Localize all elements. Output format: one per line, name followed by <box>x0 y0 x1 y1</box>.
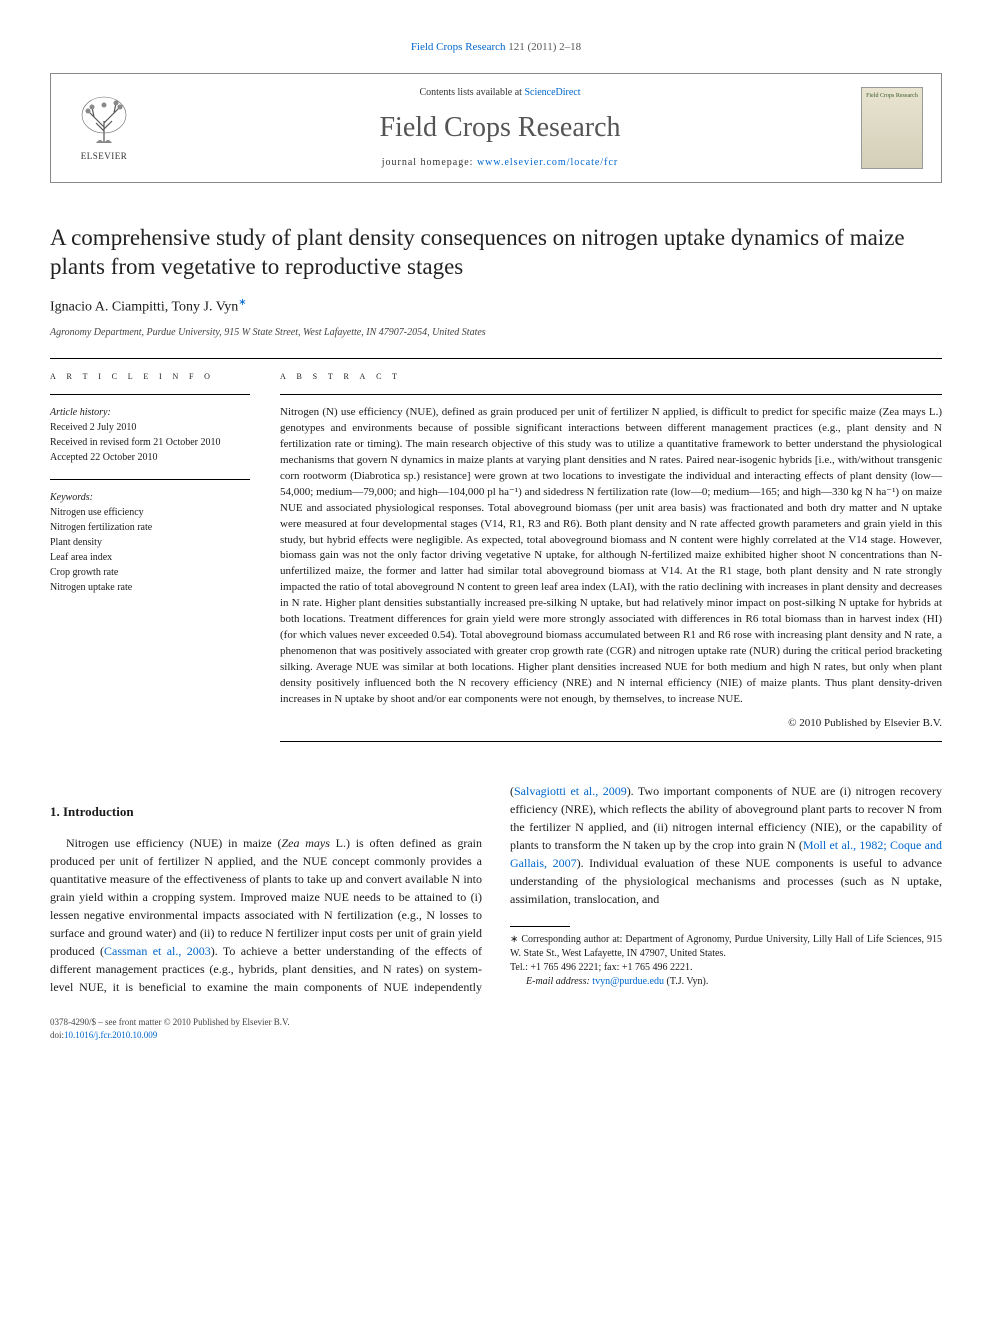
homepage-link[interactable]: www.elsevier.com/locate/fcr <box>477 157 618 168</box>
history-revised: Received in revised form 21 October 2010 <box>50 435 250 450</box>
homepage-prefix: journal homepage: <box>382 157 477 168</box>
homepage-line: journal homepage: www.elsevier.com/locat… <box>139 156 861 170</box>
footnote-block: ∗ Corresponding author at: Department of… <box>510 926 942 989</box>
corresponding-footnote: ∗ Corresponding author at: Department of… <box>510 933 942 989</box>
section-heading-intro: 1. Introduction <box>50 802 482 822</box>
keywords-title: Keywords: <box>50 490 250 505</box>
keywords-block: Keywords: Nitrogen use efficiency Nitrog… <box>50 490 250 595</box>
journal-ref-citation: 121 (2011) 2–18 <box>506 41 582 53</box>
footnote-text-2: Tel.: +1 765 496 2221; fax: +1 765 496 2… <box>510 962 693 973</box>
journal-ref-link[interactable]: Field Crops Research <box>411 41 506 53</box>
history-title: Article history: <box>50 405 250 420</box>
author-1: Ignacio A. Ciampitti, <box>50 300 171 315</box>
footnote-email-link[interactable]: tvyn@purdue.edu <box>592 976 664 987</box>
article-info-column: a r t i c l e i n f o Article history: R… <box>50 369 250 753</box>
p1a: Nitrogen use efficiency (NUE) in maize ( <box>66 836 282 850</box>
article-title: A comprehensive study of plant density c… <box>50 223 942 283</box>
authors: Ignacio A. Ciampitti, Tony J. Vyn∗ <box>50 296 942 317</box>
header-box: ELSEVIER Contents lists available at Sci… <box>50 73 942 182</box>
keyword-6: Nitrogen uptake rate <box>50 580 250 595</box>
keyword-5: Crop growth rate <box>50 565 250 580</box>
affiliation: Agronomy Department, Purdue University, … <box>50 326 942 340</box>
journal-name: Field Crops Research <box>139 108 861 147</box>
ref-cassman-2003[interactable]: Cassman et al., 2003 <box>104 944 211 958</box>
info-divider-1 <box>50 394 250 395</box>
contents-line: Contents lists available at ScienceDirec… <box>139 86 861 100</box>
elsevier-logo: ELSEVIER <box>69 88 139 168</box>
sciencedirect-link[interactable]: ScienceDirect <box>524 87 580 98</box>
abstract-column: a b s t r a c t Nitrogen (N) use efficie… <box>280 369 942 753</box>
copyright: © 2010 Published by Elsevier B.V. <box>280 716 942 731</box>
page-footer: 0378-4290/$ – see front matter © 2010 Pu… <box>50 1016 942 1043</box>
footnote-separator <box>510 926 570 927</box>
contents-prefix: Contents lists available at <box>419 87 524 98</box>
keyword-2: Nitrogen fertilization rate <box>50 520 250 535</box>
p1c: L.) is often defined as grain produced p… <box>50 836 482 958</box>
journal-cover-thumb: Field Crops Research <box>861 87 923 169</box>
elsevier-label: ELSEVIER <box>81 150 128 163</box>
header-center: Contents lists available at ScienceDirec… <box>139 86 861 169</box>
abstract-heading: a b s t r a c t <box>280 369 942 384</box>
history-accepted: Accepted 22 October 2010 <box>50 450 250 465</box>
article-info-heading: a r t i c l e i n f o <box>50 369 250 384</box>
corresponding-author-marker[interactable]: ∗ <box>238 297 246 308</box>
ref-salvagiotti-2009[interactable]: Salvagiotti et al., 2009 <box>514 784 627 798</box>
cover-thumb-label: Field Crops Research <box>862 88 922 100</box>
divider <box>50 358 942 359</box>
author-2: Tony J. Vyn <box>171 300 238 315</box>
p1b-italic: Zea mays <box>282 836 330 850</box>
abstract-text: Nitrogen (N) use efficiency (NUE), defin… <box>280 405 942 708</box>
footnote-email-suffix: (T.J. Vyn). <box>664 976 708 987</box>
footnote-email-label: E-mail address: <box>526 976 592 987</box>
abstract-divider-top <box>280 394 942 395</box>
body-columns: 1. Introduction Nitrogen use efficiency … <box>50 782 942 996</box>
abstract-divider-bottom <box>280 741 942 742</box>
keyword-1: Nitrogen use efficiency <box>50 505 250 520</box>
keyword-3: Plant density <box>50 535 250 550</box>
doi-prefix: doi: <box>50 1030 64 1040</box>
info-divider-2 <box>50 479 250 480</box>
history-received: Received 2 July 2010 <box>50 420 250 435</box>
footer-line-1: 0378-4290/$ – see front matter © 2010 Pu… <box>50 1016 942 1030</box>
doi-link[interactable]: 10.1016/j.fcr.2010.10.009 <box>64 1030 157 1040</box>
article-history-block: Article history: Received 2 July 2010 Re… <box>50 405 250 465</box>
keyword-4: Leaf area index <box>50 550 250 565</box>
footer-line-2: doi:10.1016/j.fcr.2010.10.009 <box>50 1029 942 1043</box>
footnote-text-1: Corresponding author at: Department of A… <box>510 934 942 959</box>
info-abstract-row: a r t i c l e i n f o Article history: R… <box>50 369 942 753</box>
journal-reference: Field Crops Research 121 (2011) 2–18 <box>50 40 942 55</box>
elsevier-tree-icon <box>74 93 134 148</box>
